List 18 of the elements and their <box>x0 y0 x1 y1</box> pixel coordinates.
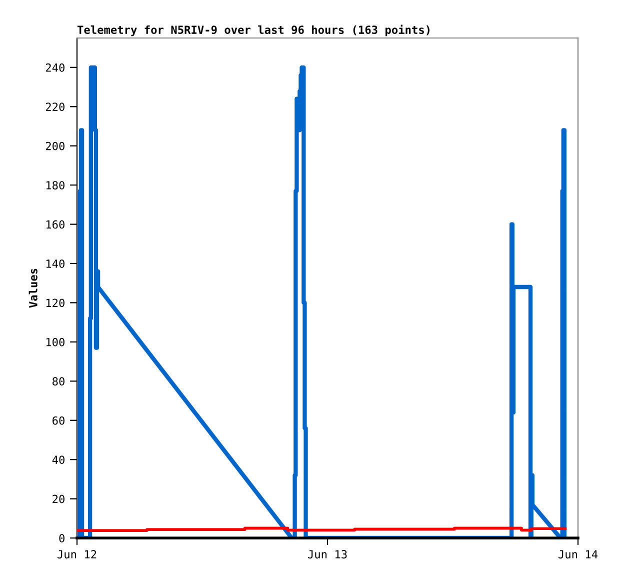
y-tick-label: 240 <box>46 63 64 72</box>
y-tick-label: 100 <box>46 338 64 346</box>
y-tick-label: 180 <box>46 181 64 190</box>
y-tick-label: 160 <box>46 220 64 229</box>
x-tick-label: Jun 14 <box>558 550 598 558</box>
y-tick-label: 220 <box>46 102 64 112</box>
y-tick-label: 40 <box>52 456 64 464</box>
y-tick-label: 200 <box>46 142 64 150</box>
y-tick-label: 120 <box>46 298 64 308</box>
y-tick-label: 140 <box>46 259 64 268</box>
x-tick-label: Jun 13 <box>308 550 347 558</box>
y-tick-label: 0 <box>59 534 64 542</box>
y-tick-label: 20 <box>52 494 64 504</box>
x-tick-label: Jun 12 <box>58 550 96 558</box>
y-tick-label: 80 <box>52 377 64 386</box>
y-axis-title: Values <box>28 268 38 308</box>
chart-title: Telemetry for N5RIV-9 over last 96 hours (163 points) <box>77 24 430 36</box>
y-tick-label: 60 <box>52 416 64 425</box>
